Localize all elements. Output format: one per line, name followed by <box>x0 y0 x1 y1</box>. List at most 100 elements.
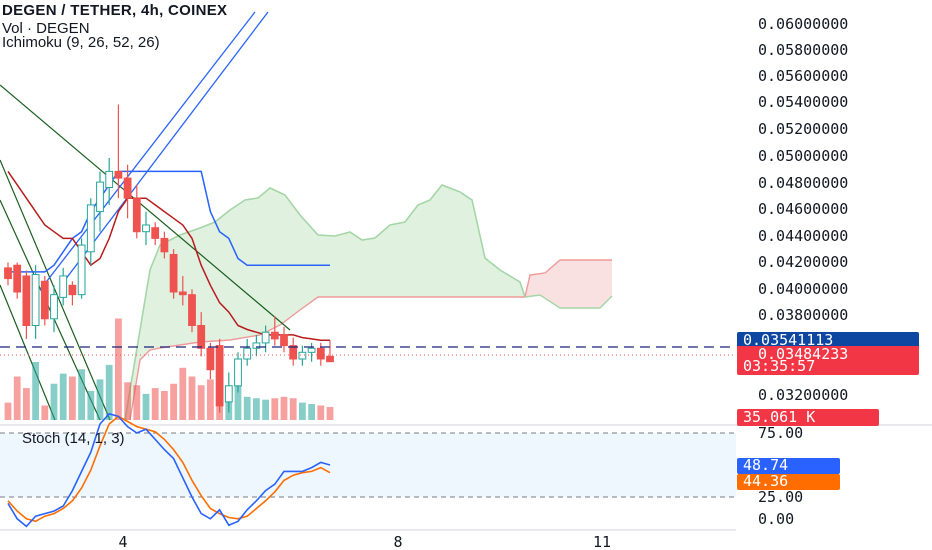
candle <box>105 158 114 205</box>
candle-body <box>50 294 58 320</box>
cloud-bullish <box>125 185 525 420</box>
volume-bar <box>4 402 12 420</box>
price-axis-label: 0.04800000 <box>758 174 848 192</box>
candle-body <box>234 358 242 387</box>
candle <box>142 211 150 246</box>
ichimoku-cloud <box>124 184 613 421</box>
candle-body <box>40 280 49 320</box>
last-price-badge-bg <box>737 332 919 349</box>
volume-bars <box>4 318 334 420</box>
price-axis-label: 0.04000000 <box>758 280 848 298</box>
volume-bar <box>289 398 297 420</box>
price-axis-label: 0.05400000 <box>758 93 848 111</box>
candle <box>298 345 307 366</box>
volume-bar <box>142 393 150 420</box>
candle <box>77 238 86 299</box>
candle-body <box>123 177 132 199</box>
candle-body <box>59 275 68 298</box>
last-price-badge: 0.03541113 <box>743 331 833 349</box>
volume-bar <box>96 379 104 420</box>
time-axis-label: 11 <box>593 533 611 550</box>
candle <box>326 340 334 363</box>
candle-body <box>68 284 77 296</box>
volume-bar <box>41 405 49 420</box>
candle-body <box>215 345 224 407</box>
volume-bar <box>234 373 242 420</box>
leading-span-b <box>129 296 525 421</box>
price-axis-label: 0.03200000 <box>758 386 848 404</box>
volume-bar <box>50 383 58 420</box>
stoch-axis-label: 25.00 <box>758 488 803 506</box>
stoch-d-badge: 44.36 <box>743 472 788 490</box>
volume-bar <box>308 404 315 420</box>
candle-body <box>243 347 252 360</box>
candle <box>280 326 288 353</box>
candle-body <box>197 325 206 349</box>
time-axis: 4 8 11 <box>0 529 736 550</box>
candle-body <box>77 244 86 296</box>
volume-bar <box>69 376 76 420</box>
volume-bar <box>133 385 141 420</box>
volume-bar <box>59 373 67 420</box>
candle-body <box>298 351 307 360</box>
volume-bar <box>243 396 251 420</box>
candle <box>68 281 77 306</box>
volume-bar <box>271 398 279 420</box>
volume-bar <box>299 402 306 420</box>
candle-body <box>4 267 12 280</box>
volume-bar <box>78 369 85 420</box>
volume-badge: 35.061 K <box>743 408 815 426</box>
stoch-k-badge-bg <box>737 458 840 474</box>
trendline-2 <box>0 159 111 421</box>
candle <box>224 372 233 413</box>
candle <box>169 249 178 299</box>
volume-bar <box>105 364 113 420</box>
volume-bar <box>124 382 131 420</box>
time-axis-label: 4 <box>118 533 127 550</box>
candle <box>132 184 141 239</box>
candle-body <box>178 291 187 296</box>
price-axis: 0.06000000 0.05800000 0.05600000 0.05400000… <box>737 15 919 528</box>
stoch-legend: Stoch (14, 1, 3) <box>22 430 125 447</box>
candle <box>197 312 206 357</box>
volume-bar <box>161 391 168 420</box>
candle-body <box>132 197 141 233</box>
candle <box>261 325 270 353</box>
cloud-bearish-bottom <box>524 294 613 309</box>
candle-body <box>105 170 114 188</box>
price-axis-label: 0.05200000 <box>758 120 848 138</box>
volume-bar <box>280 396 288 420</box>
candle-body <box>22 275 31 327</box>
candle <box>270 316 279 346</box>
stoch-axis-label: 75.00 <box>758 424 803 442</box>
stoch-k-badge: 48.74 <box>743 456 788 474</box>
candle-body <box>151 227 160 239</box>
close-price-badge-bg2 <box>737 346 919 360</box>
candle <box>289 337 298 366</box>
candle <box>160 231 169 259</box>
volume-bar <box>32 362 39 420</box>
volume-bar <box>23 388 30 420</box>
candle <box>252 334 261 357</box>
volume-bar <box>170 383 177 420</box>
volume-bar <box>179 367 187 420</box>
stoch-d-line <box>7 415 331 523</box>
volume-bar <box>253 398 260 420</box>
candle-body <box>289 345 298 360</box>
candle-body <box>252 342 261 349</box>
candle <box>307 342 316 362</box>
candle-body <box>280 334 288 347</box>
volume-bar <box>207 379 214 420</box>
stoch-k-line <box>7 412 331 528</box>
price-axis-label: 0.05000000 <box>758 147 848 165</box>
candle <box>96 171 104 232</box>
stoch-axis-label: 0.00 <box>758 510 794 528</box>
candle-body <box>160 237 169 253</box>
candle <box>40 275 49 326</box>
candle <box>123 164 132 219</box>
candle <box>50 285 58 333</box>
candle-body <box>261 331 270 344</box>
stoch-band <box>0 433 736 497</box>
ichimoku-legend: Ichimoku (9, 26, 52, 26) <box>2 34 160 51</box>
